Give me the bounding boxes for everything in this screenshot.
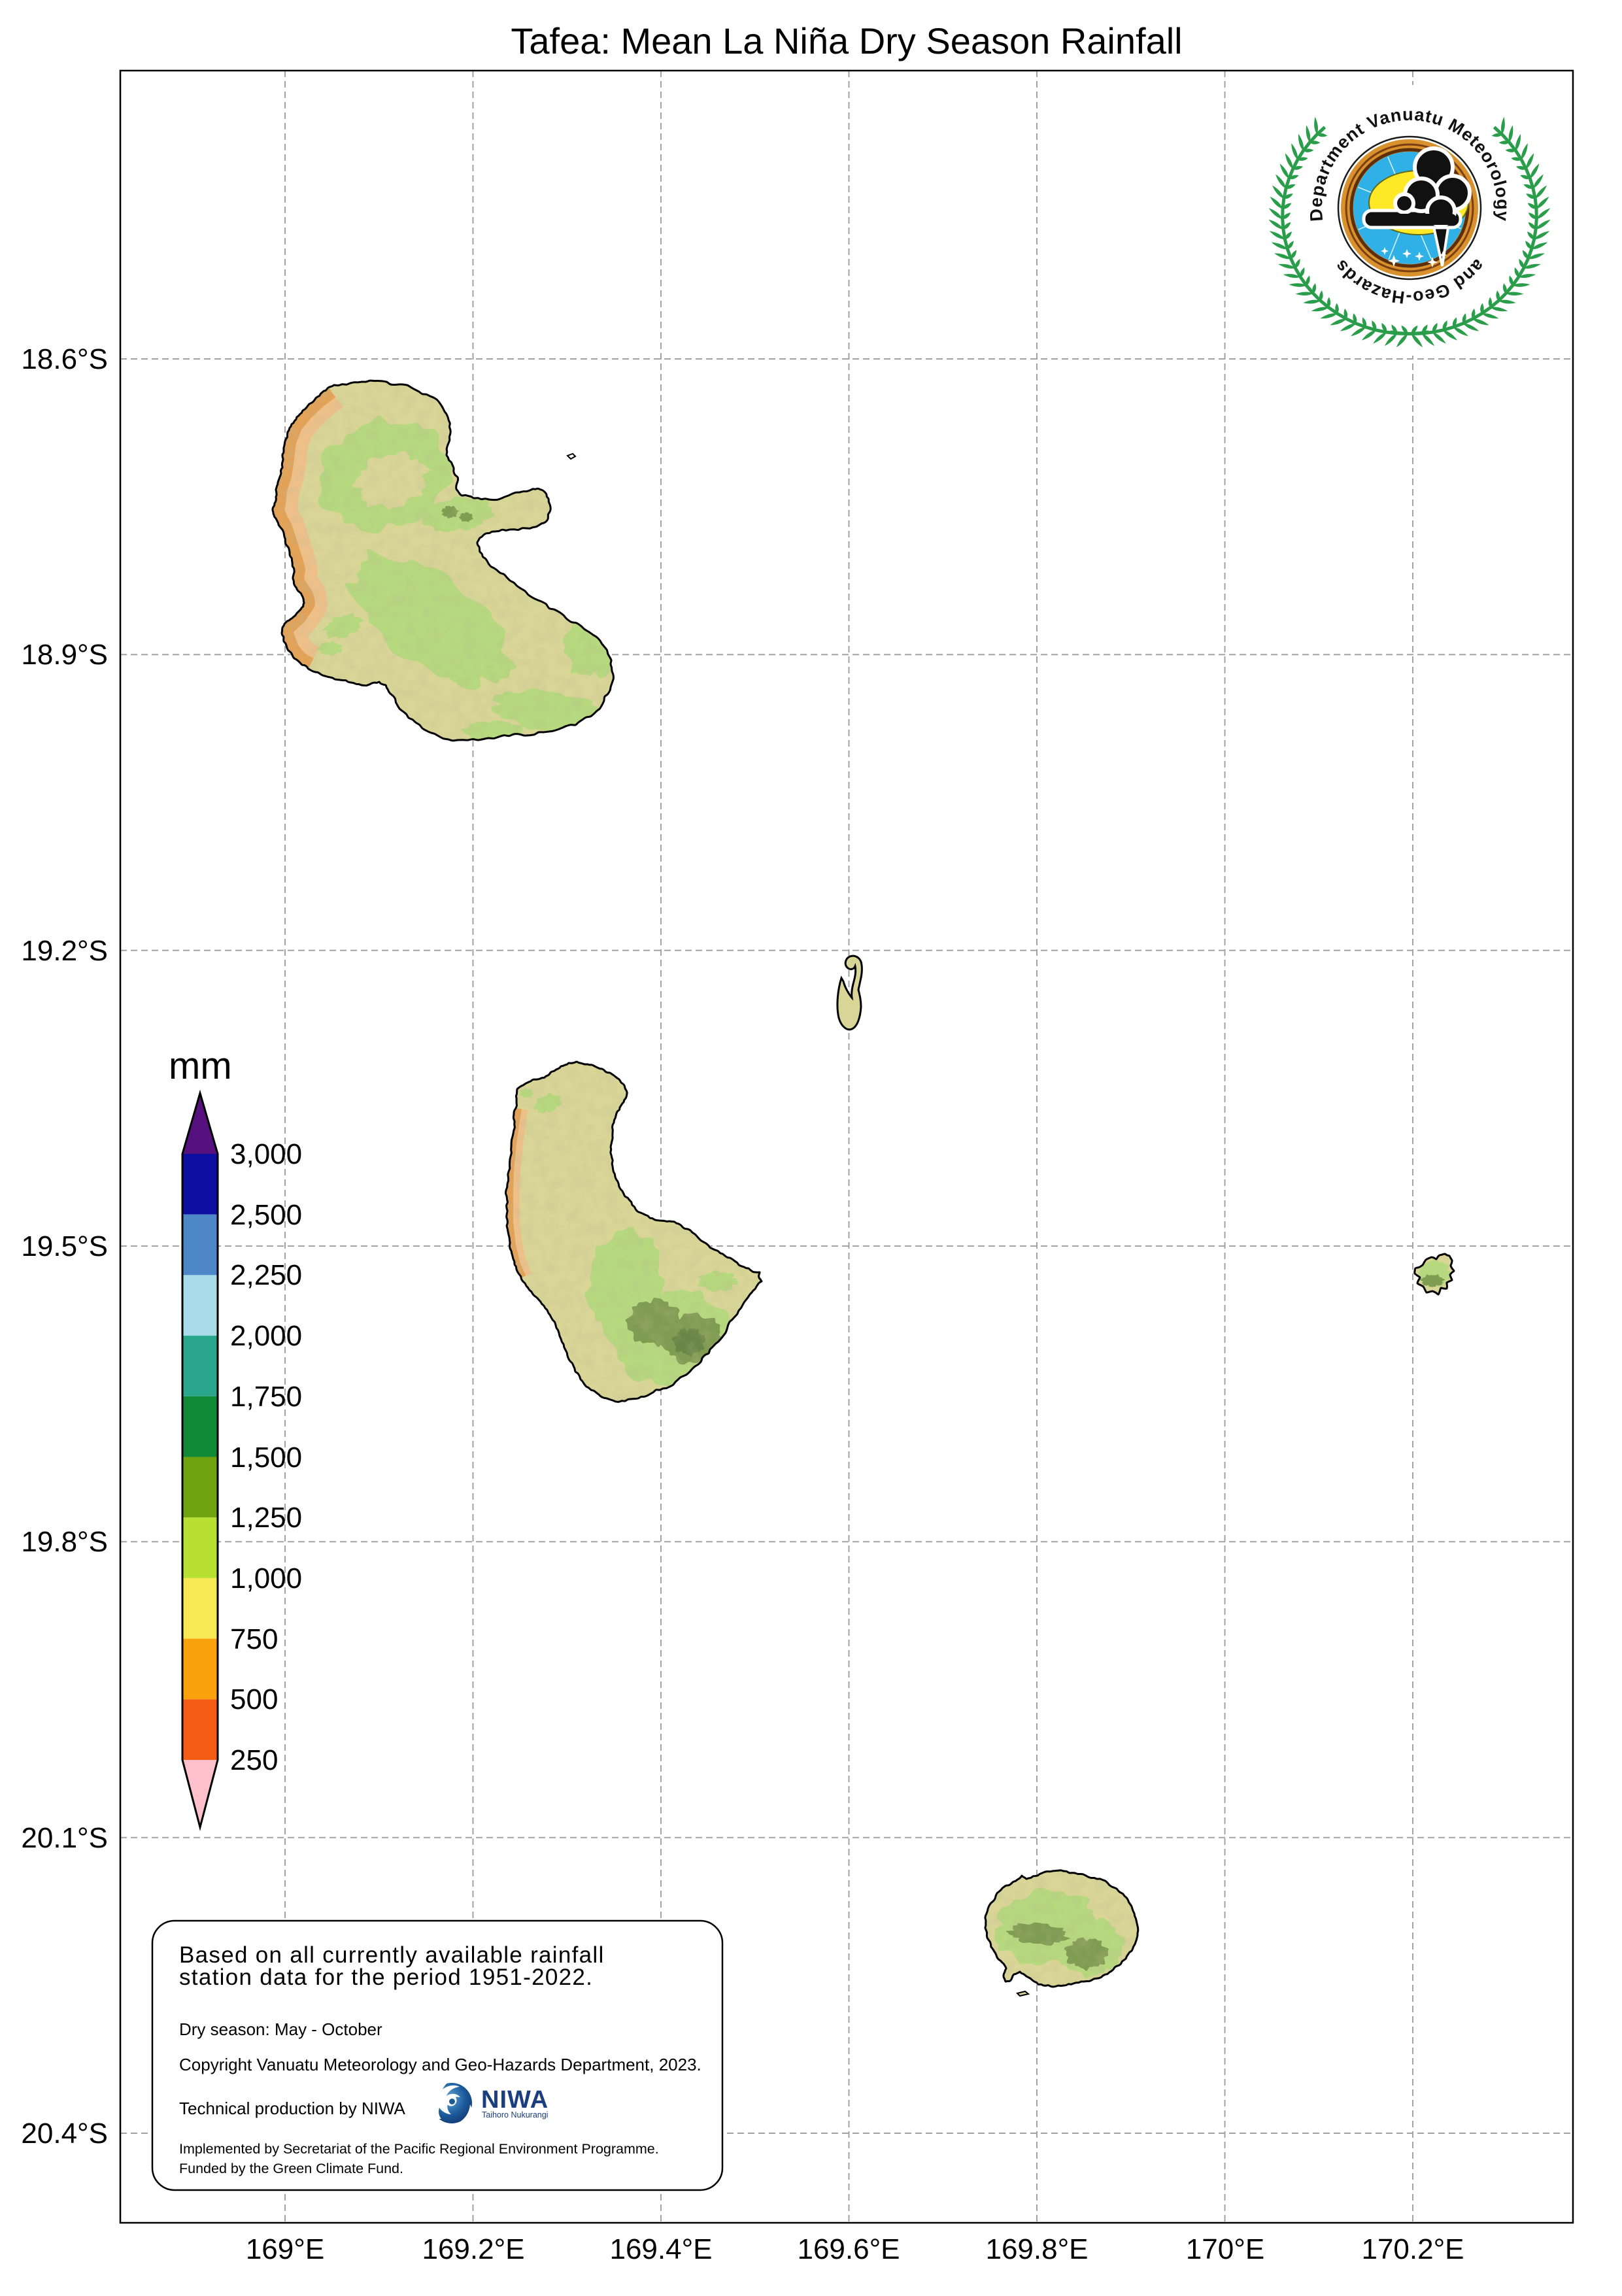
svg-text:170°E: 170°E — [1186, 2233, 1264, 2265]
svg-text:Based on all currently availab: Based on all currently available rainfal… — [179, 1942, 605, 1968]
svg-text:19.5°S: 19.5°S — [21, 1230, 108, 1262]
svg-text:Implemented by Secretariat of: Implemented by Secretariat of the Pacifi… — [179, 2141, 659, 2157]
svg-text:Dry season: May - October: Dry season: May - October — [179, 2019, 382, 2039]
svg-text:Taihoro Nukurangi: Taihoro Nukurangi — [482, 2110, 548, 2119]
svg-text:20.1°S: 20.1°S — [21, 1822, 108, 1854]
svg-text:Funded by the Green Climate Fu: Funded by the Green Climate Fund. — [179, 2161, 403, 2176]
svg-text:169.4°E: 169.4°E — [609, 2233, 712, 2265]
svg-text:3,000: 3,000 — [230, 1138, 302, 1170]
svg-text:250: 250 — [230, 1744, 278, 1776]
svg-text:18.9°S: 18.9°S — [21, 639, 108, 671]
svg-text:NIWA: NIWA — [481, 2086, 549, 2114]
svg-text:Copyright Vanuatu Meteorology: Copyright Vanuatu Meteorology and Geo-Ha… — [179, 2055, 701, 2074]
svg-text:750: 750 — [230, 1623, 278, 1655]
svg-text:Technical production by NIWA: Technical production by NIWA — [179, 2099, 406, 2118]
svg-text:Tafea: Mean La Niña Dry Season: Tafea: Mean La Niña Dry Season Rainfall — [511, 20, 1182, 61]
svg-text:station data for the period 19: station data for the period 1951-2022. — [179, 1965, 593, 1990]
svg-text:169°E: 169°E — [246, 2233, 324, 2265]
svg-text:18.6°S: 18.6°S — [21, 343, 108, 375]
svg-text:170.2°E: 170.2°E — [1361, 2233, 1464, 2265]
svg-text:169.6°E: 169.6°E — [797, 2233, 900, 2265]
svg-text:19.2°S: 19.2°S — [21, 935, 108, 967]
svg-text:1,500: 1,500 — [230, 1442, 302, 1474]
svg-text:2,500: 2,500 — [230, 1199, 302, 1231]
svg-text:1,750: 1,750 — [230, 1381, 302, 1413]
svg-text:19.8°S: 19.8°S — [21, 1526, 108, 1558]
svg-text:1,250: 1,250 — [230, 1502, 302, 1534]
svg-text:169.8°E: 169.8°E — [985, 2233, 1088, 2265]
svg-text:2,000: 2,000 — [230, 1320, 302, 1352]
svg-text:2,250: 2,250 — [230, 1259, 302, 1291]
svg-text:169.2°E: 169.2°E — [422, 2233, 524, 2265]
svg-text:20.4°S: 20.4°S — [21, 2118, 108, 2150]
svg-text:500: 500 — [230, 1683, 278, 1715]
svg-text:1,000: 1,000 — [230, 1562, 302, 1595]
svg-text:mm: mm — [169, 1045, 232, 1087]
